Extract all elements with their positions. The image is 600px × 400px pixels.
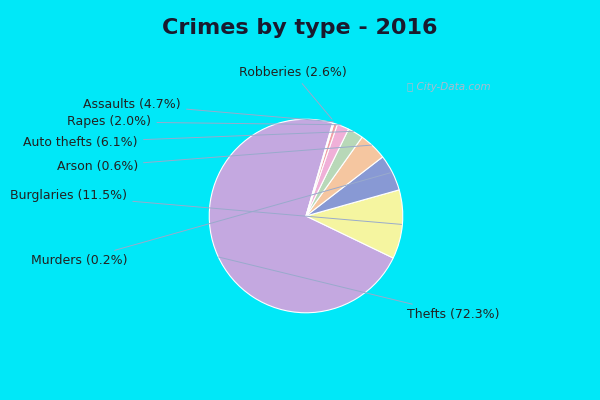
Wedge shape [306,157,399,216]
Text: Burglaries (11.5%): Burglaries (11.5%) [10,189,401,224]
Text: Arson (0.6%): Arson (0.6%) [57,145,371,173]
Wedge shape [306,190,403,258]
Text: Robberies (2.6%): Robberies (2.6%) [239,66,346,119]
Wedge shape [306,123,337,216]
Wedge shape [306,124,349,216]
Wedge shape [209,119,393,313]
Text: Crimes by type - 2016: Crimes by type - 2016 [162,18,438,38]
Wedge shape [306,129,362,216]
Text: Auto thefts (6.1%): Auto thefts (6.1%) [23,131,354,148]
Text: ⓘ City-Data.com: ⓘ City-Data.com [407,82,490,92]
Text: Rapes (2.0%): Rapes (2.0%) [67,116,341,128]
Text: Thefts (72.3%): Thefts (72.3%) [218,257,499,321]
Wedge shape [306,123,334,216]
Wedge shape [306,137,383,216]
Text: Assaults (4.7%): Assaults (4.7%) [83,98,334,122]
Text: Murders (0.2%): Murders (0.2%) [31,172,392,267]
